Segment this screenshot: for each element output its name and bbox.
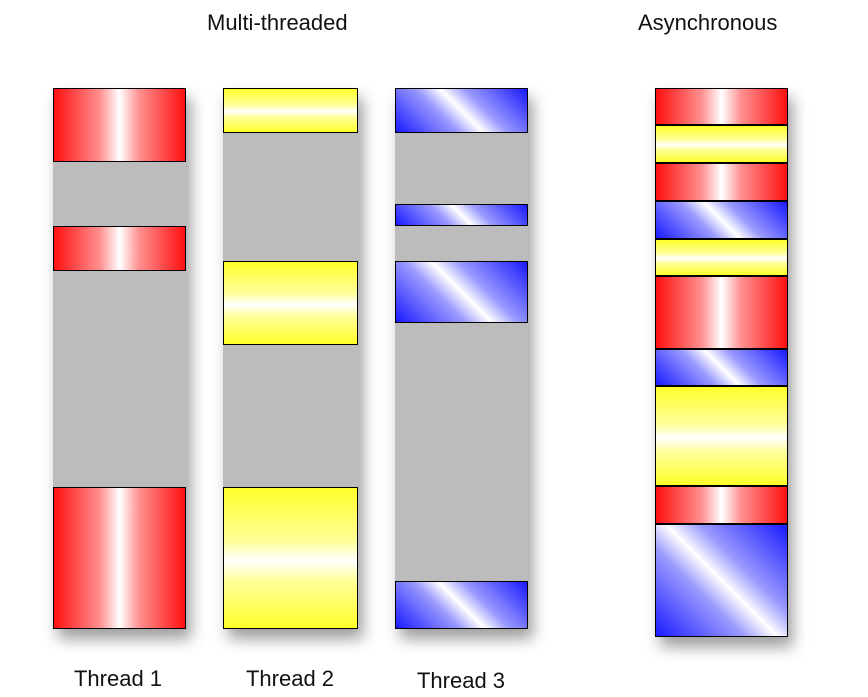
thread-3-segment-blue [395, 88, 528, 133]
thread-1-segment-red [53, 88, 186, 162]
column-asynchronous [655, 88, 788, 637]
label-thread-3: Thread 3 [416, 668, 506, 693]
asynchronous-segment-yellow [655, 125, 788, 163]
asynchronous-segment-yellow [655, 239, 788, 276]
asynchronous-segment-yellow [655, 386, 788, 486]
label-thread-1: Thread 1 [73, 666, 163, 691]
asynchronous-segment-red [655, 88, 788, 125]
asynchronous-segment-blue [655, 201, 788, 239]
thread-1-segment-red [53, 226, 186, 271]
column-thread-2 [223, 88, 358, 629]
asynchronous-segment-red [655, 163, 788, 201]
asynchronous-segment-blue [655, 524, 788, 637]
thread-3-segment-blue [395, 204, 528, 226]
thread-3-segment-blue [395, 261, 528, 323]
column-thread-1 [53, 88, 186, 629]
asynchronous-segment-red [655, 276, 788, 349]
heading-multi-threaded: Multi-threaded [207, 10, 348, 35]
thread-2-segment-yellow [223, 261, 358, 345]
column-thread-3 [395, 88, 528, 629]
thread-3-segment-blue [395, 581, 528, 629]
asynchronous-segment-blue [655, 349, 788, 386]
thread-2-segment-yellow [223, 487, 358, 629]
asynchronous-segment-red [655, 486, 788, 524]
heading-asynchronous: Asynchronous [638, 10, 778, 35]
thread-1-segment-red [53, 487, 186, 629]
thread-2-segment-yellow [223, 88, 358, 133]
label-thread-2: Thread 2 [245, 666, 335, 691]
